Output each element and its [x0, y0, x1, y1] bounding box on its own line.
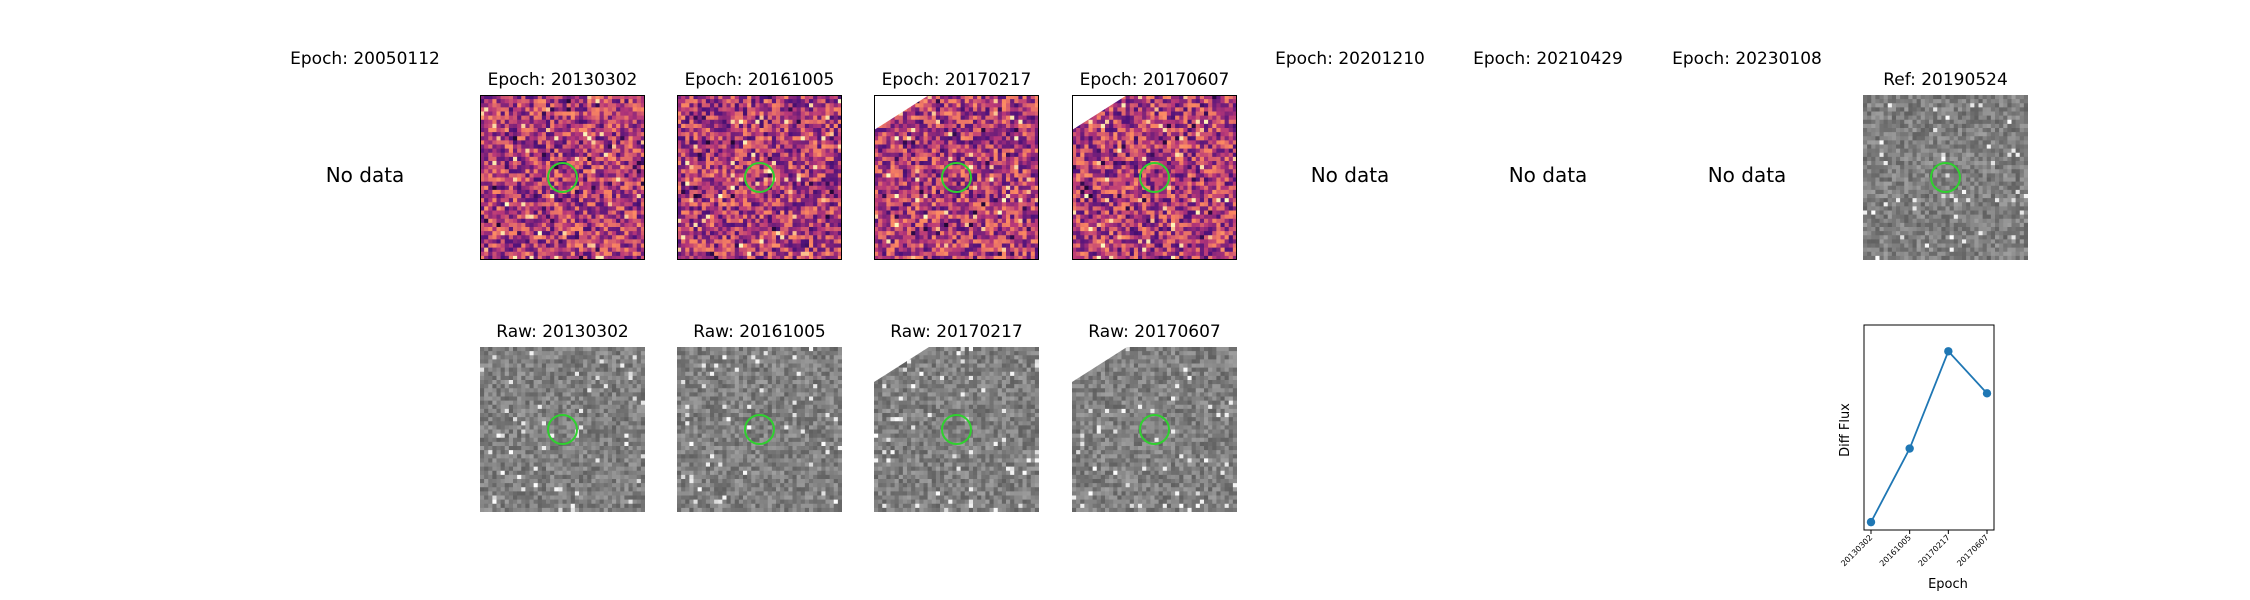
panel-title-epoch-20050112: Epoch: 20050112 — [290, 49, 440, 69]
diff-image-20170217 — [874, 95, 1039, 260]
image-pixels — [480, 95, 645, 260]
diff-image-20170607 — [1072, 95, 1237, 260]
raw-image-20161005 — [677, 347, 842, 512]
panel-title-epoch-20230108: Epoch: 20230108 — [1672, 49, 1822, 69]
x-tick-label-20170607: 20170607 — [1955, 533, 1990, 568]
panel-title-raw-20161005: Raw: 20161005 — [693, 322, 826, 342]
panel-title-epoch-20161005: Epoch: 20161005 — [684, 70, 835, 90]
raw-image-20170217 — [874, 347, 1039, 512]
y-axis-label: Diff Flux — [1838, 403, 1853, 457]
panel-title-raw-20170607: Raw: 20170607 — [1088, 322, 1221, 342]
image-pixels — [1072, 95, 1237, 260]
series-line — [1870, 349, 1988, 523]
raw-image-20130302 — [480, 347, 645, 512]
image-pixels — [874, 347, 1039, 512]
panel-title-epoch-20170217: Epoch: 20170217 — [881, 70, 1032, 90]
image-pixels — [874, 95, 1039, 260]
image-pixels — [677, 95, 842, 260]
light-curve-plot-area: 20130302 20161005 20170217 20170607 — [1839, 324, 1995, 568]
data-point-20170607 — [1982, 389, 1992, 398]
no-data-label-20201210: No data — [1310, 163, 1390, 187]
panel-title-epoch-20201210: Epoch: 20201210 — [1275, 49, 1425, 69]
no-data-label-20210429: No data — [1508, 163, 1588, 187]
data-point-20130302 — [1866, 517, 1876, 527]
diff-image-20130302 — [480, 95, 645, 260]
panel-title-ref-20190524: Ref: 20190524 — [1883, 70, 2008, 90]
x-tick-label-20170217: 20170217 — [1917, 533, 1952, 568]
light-curve-chart: 20130302 20161005 20170217 20170607 Diff Fl… — [1838, 324, 1995, 592]
masked-region — [874, 95, 929, 130]
masked-region — [1072, 347, 1127, 382]
x-tick-label-20130302: 20130302 — [1839, 533, 1874, 568]
image-pixels — [1863, 95, 2028, 260]
data-point-20161005 — [1905, 444, 1914, 453]
plot-frame — [1863, 324, 1995, 531]
masked-region — [874, 347, 929, 382]
image-pixels — [677, 347, 842, 512]
raw-image-20170607 — [1072, 347, 1237, 512]
panel-title-epoch-20170607: Epoch: 20170607 — [1079, 70, 1230, 90]
image-pixels — [480, 347, 645, 512]
x-tick-label-20161005: 20161005 — [1878, 533, 1913, 568]
masked-region — [1072, 95, 1127, 130]
image-pixels — [1072, 347, 1237, 512]
x-axis-label: Epoch — [1928, 577, 1968, 592]
diff-image-20161005 — [677, 95, 842, 260]
panel-title-epoch-20210429: Epoch: 20210429 — [1473, 49, 1623, 69]
panel-title-epoch-20130302: Epoch: 20130302 — [487, 70, 638, 90]
panel-title-raw-20170217: Raw: 20170217 — [890, 322, 1023, 342]
panel-title-raw-20130302: Raw: 20130302 — [496, 322, 629, 342]
no-data-label-20230108: No data — [1707, 163, 1787, 187]
reference-image-20190524 — [1863, 95, 2028, 260]
data-point-20170217 — [1944, 347, 1953, 356]
no-data-label-20050112: No data — [325, 163, 405, 187]
